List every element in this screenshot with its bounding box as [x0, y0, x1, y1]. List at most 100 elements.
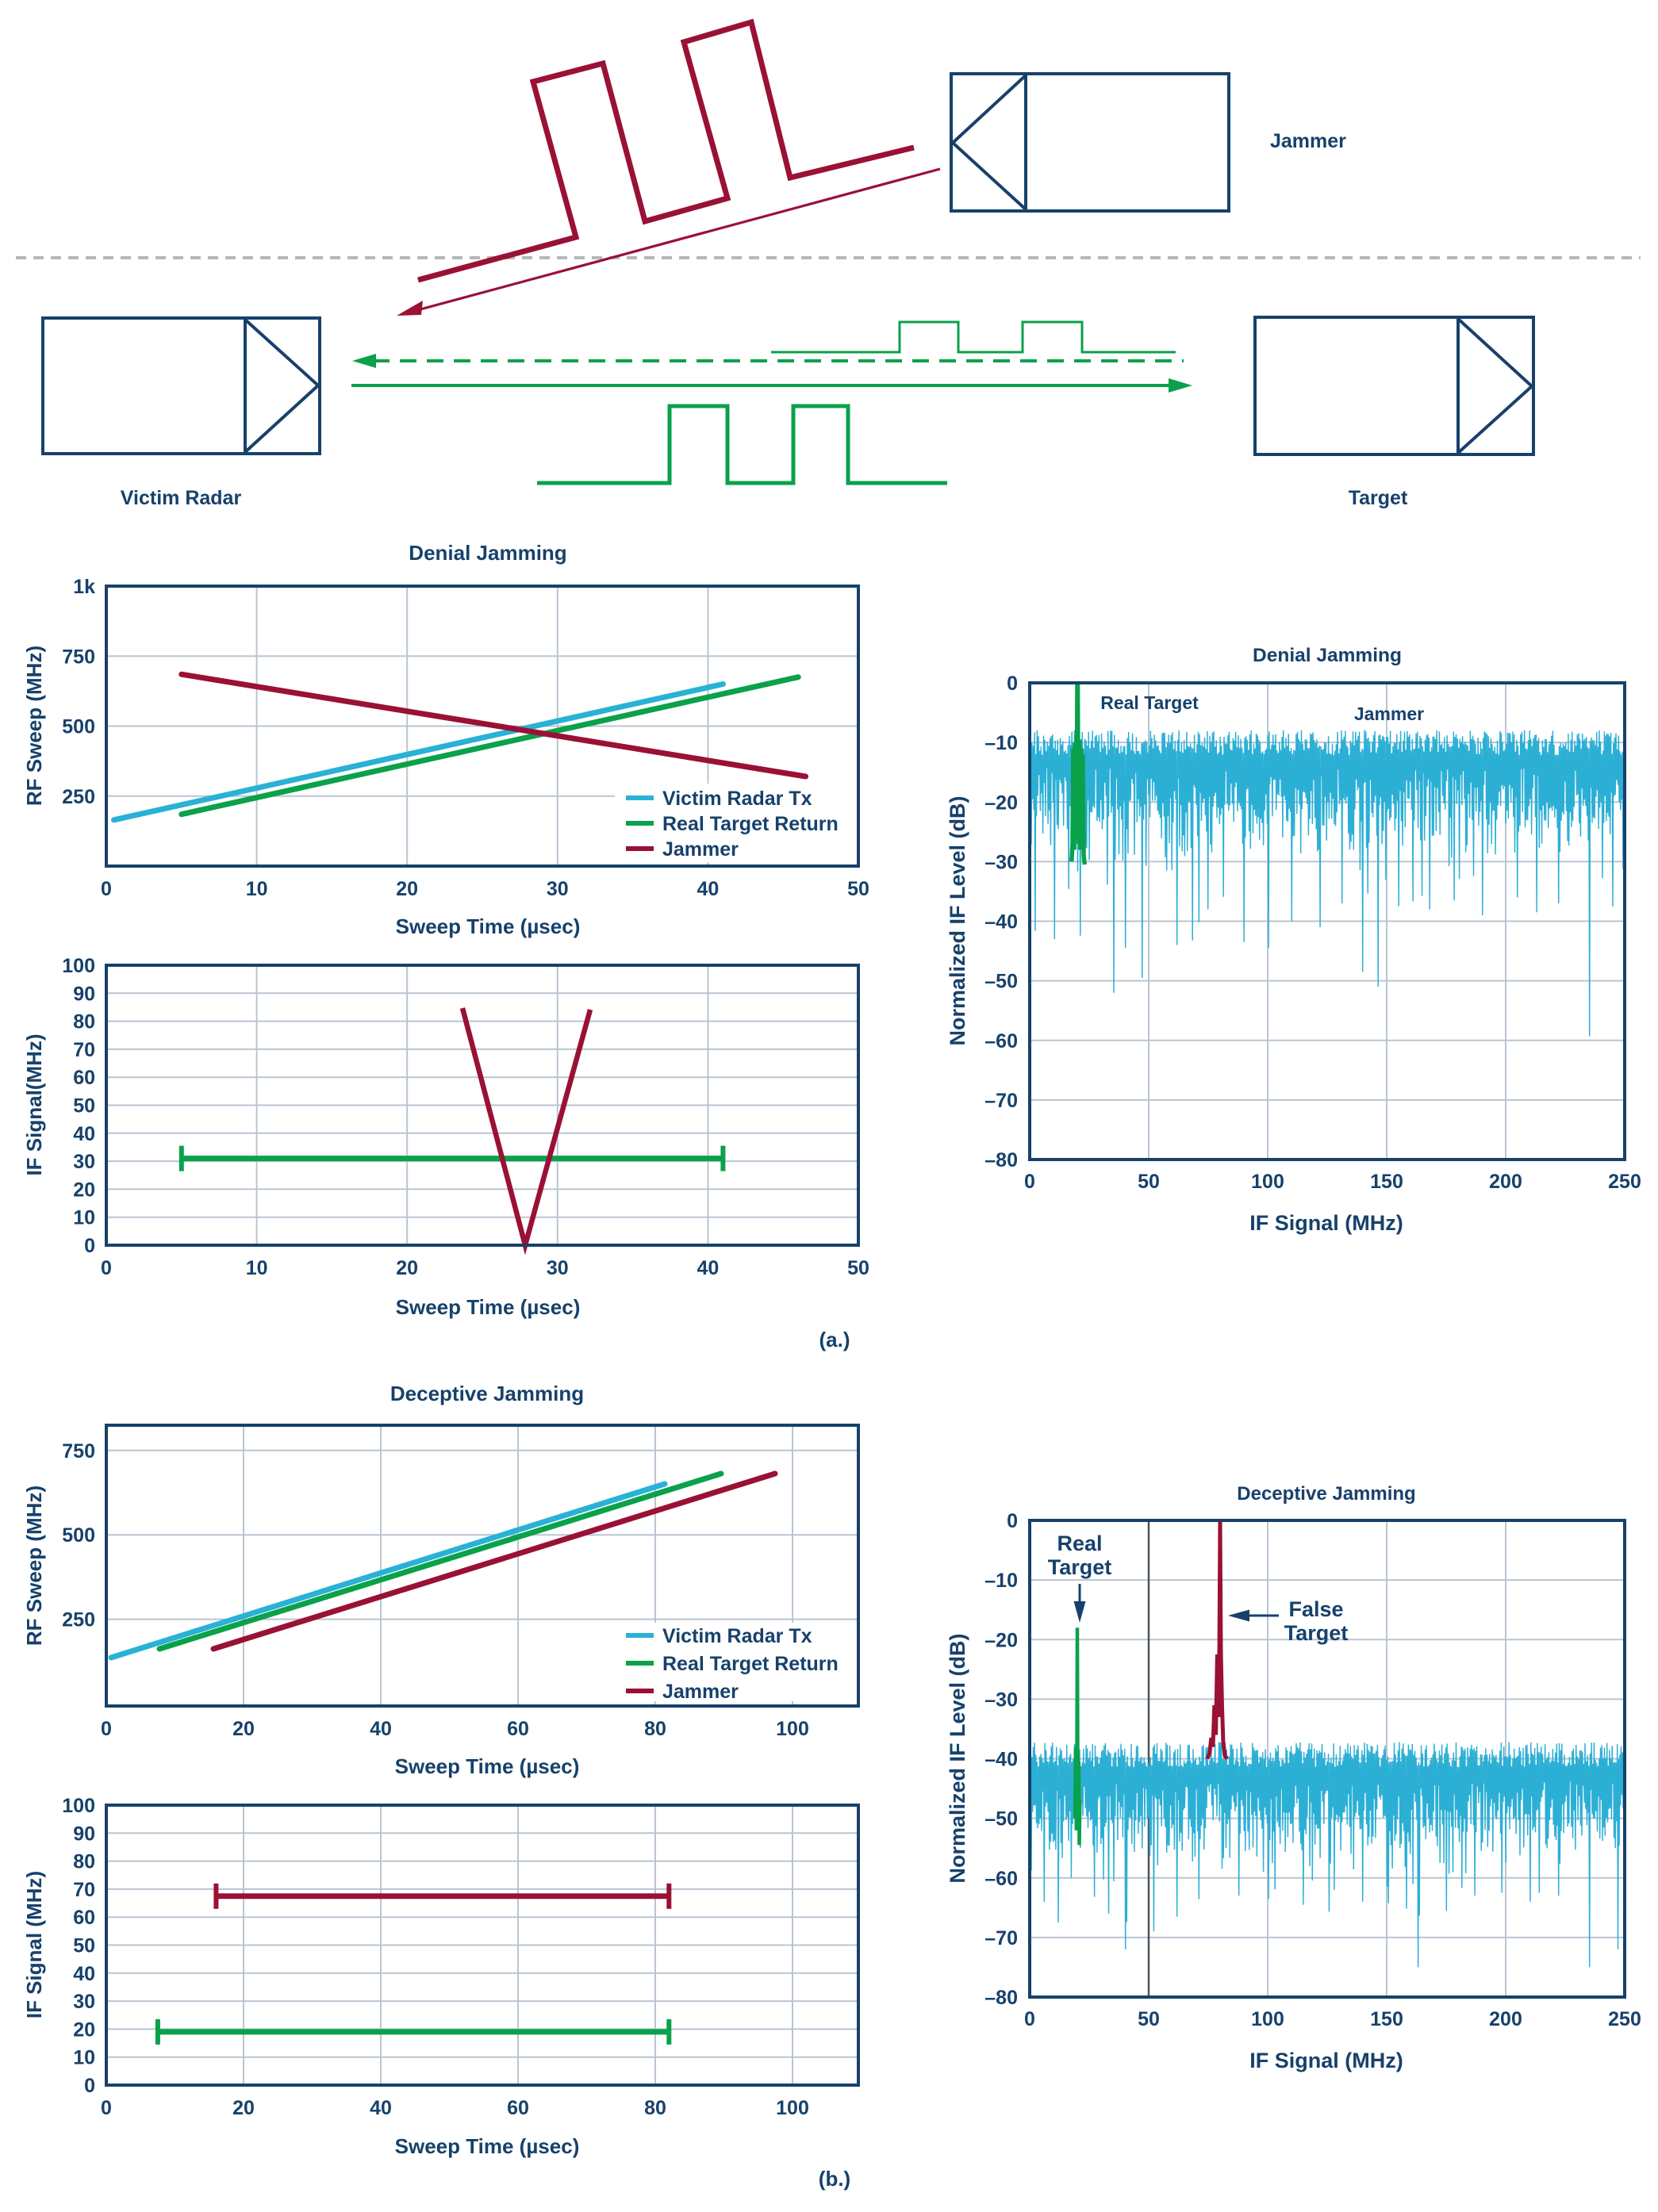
svg-text:30: 30 — [547, 1257, 569, 1279]
svg-text:90: 90 — [73, 1823, 95, 1845]
svg-text:0: 0 — [1007, 673, 1018, 695]
svg-text:50: 50 — [1138, 2008, 1160, 2030]
svg-text:200: 200 — [1489, 1171, 1522, 1193]
svg-text:500: 500 — [62, 1524, 95, 1547]
svg-text:IF Signal (MHz): IF Signal (MHz) — [22, 1871, 46, 2018]
svg-text:40: 40 — [370, 2097, 392, 2119]
svg-text:100: 100 — [776, 1718, 809, 1740]
svg-text:10: 10 — [246, 878, 268, 900]
svg-text:Target: Target — [1284, 1621, 1349, 1645]
svg-text:Deceptive Jamming: Deceptive Jamming — [1237, 1483, 1415, 1505]
svg-text:IF Signal(MHz): IF Signal(MHz) — [22, 1033, 46, 1175]
svg-text:50: 50 — [847, 878, 869, 900]
svg-text:30: 30 — [73, 1151, 95, 1173]
svg-text:250: 250 — [1608, 1171, 1641, 1193]
svg-text:60: 60 — [73, 1067, 95, 1089]
svg-text:200: 200 — [1489, 2008, 1522, 2030]
svg-text:False: False — [1288, 1597, 1343, 1621]
svg-text:150: 150 — [1370, 2008, 1403, 2030]
svg-text:20: 20 — [232, 1718, 255, 1740]
svg-text:250: 250 — [1608, 2008, 1641, 2030]
svg-text:Jammer: Jammer — [662, 1681, 739, 1703]
svg-text:–70: –70 — [984, 1090, 1018, 1112]
svg-text:Denial Jamming: Denial Jamming — [1253, 645, 1402, 666]
svg-text:40: 40 — [73, 1963, 95, 1985]
svg-text:Jammer: Jammer — [1354, 703, 1424, 724]
svg-text:Victim Radar Tx: Victim Radar Tx — [662, 1625, 812, 1647]
svg-text:40: 40 — [370, 1718, 392, 1740]
svg-text:Sweep Time (µsec): Sweep Time (µsec) — [395, 1754, 580, 1778]
svg-text:20: 20 — [73, 2018, 95, 2041]
svg-text:20: 20 — [73, 1179, 95, 1201]
svg-text:0: 0 — [1024, 1171, 1035, 1193]
svg-text:–20: –20 — [984, 1629, 1018, 1651]
svg-text:100: 100 — [1251, 2008, 1284, 2030]
svg-text:60: 60 — [507, 1718, 529, 1740]
svg-text:–10: –10 — [984, 732, 1018, 754]
svg-text:150: 150 — [1370, 1171, 1403, 1193]
svg-text:80: 80 — [73, 1851, 95, 1873]
svg-text:40: 40 — [697, 1257, 719, 1279]
svg-text:50: 50 — [847, 1257, 869, 1279]
svg-text:70: 70 — [73, 1879, 95, 1901]
svg-text:60: 60 — [507, 2097, 529, 2119]
svg-text:Deceptive Jamming: Deceptive Jamming — [390, 1382, 584, 1405]
svg-text:RF Sweep (MHz): RF Sweep (MHz) — [22, 646, 46, 806]
svg-text:0: 0 — [84, 2075, 95, 2097]
svg-text:Victim Radar: Victim Radar — [121, 487, 242, 509]
svg-text:250: 250 — [62, 786, 95, 808]
svg-text:(a.): (a.) — [819, 1328, 850, 1351]
svg-text:100: 100 — [1251, 1171, 1284, 1193]
svg-text:20: 20 — [396, 878, 418, 900]
svg-text:80: 80 — [644, 1718, 666, 1740]
svg-text:Target: Target — [1048, 1555, 1112, 1579]
svg-text:–30: –30 — [984, 1689, 1018, 1711]
svg-text:–40: –40 — [984, 911, 1018, 933]
svg-text:20: 20 — [232, 2097, 255, 2119]
svg-text:10: 10 — [73, 1207, 95, 1229]
svg-text:10: 10 — [246, 1257, 268, 1279]
svg-text:80: 80 — [73, 1011, 95, 1033]
svg-text:0: 0 — [101, 2097, 112, 2119]
svg-text:50: 50 — [73, 1935, 95, 1957]
svg-text:0: 0 — [101, 878, 112, 900]
svg-text:–60: –60 — [984, 1868, 1018, 1890]
svg-text:Normalized IF Level (dB): Normalized IF Level (dB) — [946, 1633, 969, 1883]
svg-text:Denial Jamming: Denial Jamming — [409, 541, 566, 565]
svg-text:–70: –70 — [984, 1927, 1018, 1949]
svg-text:IF Signal (MHz): IF Signal (MHz) — [1249, 1211, 1403, 1235]
svg-text:30: 30 — [73, 1991, 95, 2013]
svg-text:Victim Radar Tx: Victim Radar Tx — [662, 788, 812, 810]
svg-text:750: 750 — [62, 1440, 95, 1463]
svg-text:–60: –60 — [984, 1030, 1018, 1052]
svg-text:500: 500 — [62, 716, 95, 738]
svg-text:–80: –80 — [984, 1987, 1018, 2009]
svg-text:1k: 1k — [73, 576, 95, 598]
svg-text:–50: –50 — [984, 1808, 1018, 1831]
svg-text:RF Sweep (MHz): RF Sweep (MHz) — [22, 1486, 46, 1646]
svg-text:Target: Target — [1349, 487, 1408, 509]
svg-text:0: 0 — [84, 1235, 95, 1257]
svg-text:50: 50 — [1138, 1171, 1160, 1193]
svg-text:–20: –20 — [984, 792, 1018, 814]
svg-text:Jammer: Jammer — [1270, 130, 1346, 152]
svg-text:–50: –50 — [984, 971, 1018, 993]
svg-text:Real Target Return: Real Target Return — [662, 1653, 839, 1675]
svg-text:90: 90 — [73, 983, 95, 1005]
svg-text:0: 0 — [1024, 2008, 1035, 2030]
svg-text:–30: –30 — [984, 851, 1018, 873]
svg-text:40: 40 — [697, 878, 719, 900]
svg-text:0: 0 — [101, 1718, 112, 1740]
svg-text:100: 100 — [776, 2097, 809, 2119]
svg-text:100: 100 — [62, 1795, 95, 1817]
svg-text:–40: –40 — [984, 1749, 1018, 1771]
svg-text:Real: Real — [1057, 1532, 1102, 1555]
svg-text:250: 250 — [62, 1609, 95, 1631]
svg-text:IF Signal (MHz): IF Signal (MHz) — [1249, 2049, 1403, 2072]
svg-text:80: 80 — [644, 2097, 666, 2119]
svg-text:0: 0 — [1007, 1510, 1018, 1532]
svg-text:50: 50 — [73, 1095, 95, 1118]
svg-text:(b.): (b.) — [819, 2167, 850, 2191]
svg-text:–80: –80 — [984, 1149, 1018, 1171]
svg-text:20: 20 — [396, 1257, 418, 1279]
